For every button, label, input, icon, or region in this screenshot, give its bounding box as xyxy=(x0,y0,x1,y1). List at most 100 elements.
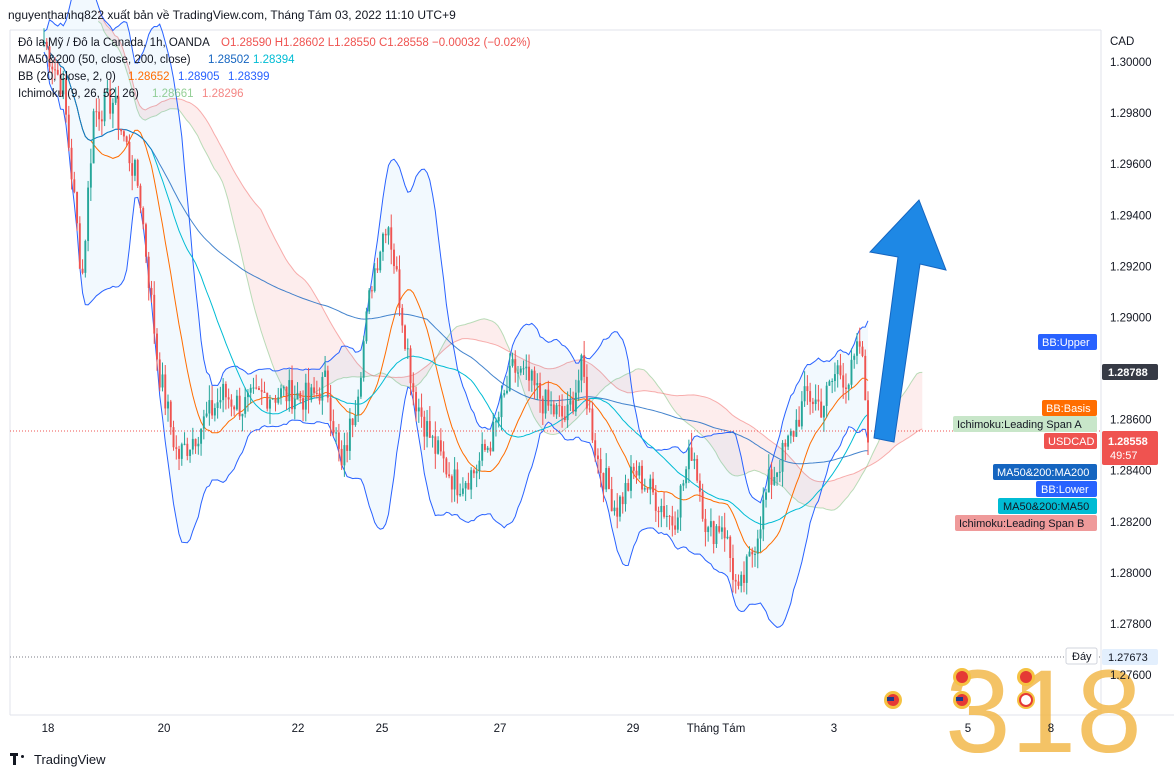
candle-body xyxy=(379,251,382,271)
candle-body xyxy=(288,380,291,402)
candle xyxy=(539,372,542,413)
candle-body xyxy=(740,574,743,586)
candle-body xyxy=(602,473,605,490)
candle-body xyxy=(373,268,376,291)
candle xyxy=(580,353,583,393)
legend-ichimoku-value-1: 1.28661 xyxy=(152,88,194,100)
candle xyxy=(169,399,172,435)
candle-body xyxy=(867,400,869,443)
candle-body xyxy=(643,488,646,490)
candle-body xyxy=(208,400,211,414)
svg-text:1.28788: 1.28788 xyxy=(1108,367,1148,379)
candle-body xyxy=(607,468,610,490)
tag-bb-upper: BB:Upper xyxy=(1038,334,1097,350)
candle-body xyxy=(189,449,192,456)
candle xyxy=(682,479,685,491)
candle xyxy=(136,158,139,188)
candle-body xyxy=(685,469,688,484)
candle xyxy=(100,110,103,136)
candle-body xyxy=(387,227,390,236)
candle-body xyxy=(310,387,313,400)
candle xyxy=(172,420,175,451)
candle-body xyxy=(621,496,624,505)
candle xyxy=(390,214,393,265)
candle-body xyxy=(511,359,514,366)
svg-text:1.27673: 1.27673 xyxy=(1108,652,1148,664)
candle-body xyxy=(280,388,282,398)
candle xyxy=(676,509,679,534)
candle-body xyxy=(103,92,106,122)
candle-body xyxy=(844,387,847,389)
candle-body xyxy=(431,436,434,438)
candle-body xyxy=(147,256,150,288)
candle xyxy=(723,512,726,552)
candle xyxy=(720,516,723,540)
svg-text:MA50&200:MA50: MA50&200:MA50 xyxy=(1003,501,1089,513)
candle xyxy=(798,406,801,428)
svg-text:Ichimoku:Leading Span B: Ichimoku:Leading Span B xyxy=(959,518,1084,530)
candle-body xyxy=(500,395,503,418)
svg-text:BB:Upper: BB:Upper xyxy=(1042,337,1090,349)
candle xyxy=(125,135,128,146)
candle xyxy=(415,386,418,422)
candle xyxy=(288,369,291,412)
tag-ichimoku-span-a: Ichimoku:Leading Span A xyxy=(953,416,1097,432)
candle-body xyxy=(233,406,236,410)
candle xyxy=(500,385,503,431)
time-tick-label: 20 xyxy=(158,723,171,735)
candle xyxy=(497,411,500,428)
tradingview-logo[interactable]: TradingView xyxy=(10,750,106,768)
candle xyxy=(844,373,847,404)
legend-bb-name: BB (20, close, 2, 0) xyxy=(18,71,116,83)
candle-body xyxy=(492,422,495,452)
candle-body xyxy=(687,447,690,470)
candle xyxy=(439,428,442,456)
candle xyxy=(417,398,420,423)
candle xyxy=(180,442,183,466)
candle-body xyxy=(340,448,343,466)
svg-text:Ichimoku:Leading Span A: Ichimoku:Leading Span A xyxy=(957,419,1082,431)
candle-body xyxy=(145,224,147,257)
candle xyxy=(194,438,197,454)
candle-body xyxy=(445,458,448,475)
candle xyxy=(627,478,630,492)
ma50-line xyxy=(43,41,869,526)
candle-body xyxy=(296,392,299,400)
candle xyxy=(197,436,200,455)
candle-body xyxy=(787,435,790,447)
candle xyxy=(384,228,387,244)
candle-body xyxy=(528,366,530,381)
price-tick-label: 1.29600 xyxy=(1110,159,1152,171)
candle-body xyxy=(861,346,864,356)
candle-body xyxy=(580,355,583,381)
candle xyxy=(861,341,864,358)
candle xyxy=(357,389,360,423)
candle xyxy=(649,474,652,505)
candle xyxy=(486,445,489,453)
candle-body xyxy=(329,397,332,422)
candle-body xyxy=(114,96,117,103)
candle xyxy=(828,379,831,386)
candle-body xyxy=(213,408,216,416)
candle xyxy=(92,108,95,164)
candle xyxy=(800,391,803,430)
candle-body xyxy=(453,469,456,490)
svg-text:BB:Lower: BB:Lower xyxy=(1041,484,1089,496)
candle xyxy=(450,474,453,503)
candle xyxy=(219,386,222,409)
candle-body xyxy=(712,521,715,545)
candle-body xyxy=(197,443,200,447)
ichimoku-span-a-line xyxy=(97,21,923,511)
candle-body xyxy=(674,525,677,530)
candle-body xyxy=(539,382,542,399)
tag-bb-basis: BB:Basis xyxy=(1042,400,1097,416)
candle xyxy=(89,148,92,201)
tradingview-logo-text: TradingView xyxy=(34,751,106,767)
time-tick-label: 18 xyxy=(42,723,55,735)
tag-bottom-label: Đáy xyxy=(1065,647,1098,665)
candle xyxy=(530,369,533,392)
candle-body xyxy=(789,430,792,436)
candle xyxy=(712,520,715,554)
